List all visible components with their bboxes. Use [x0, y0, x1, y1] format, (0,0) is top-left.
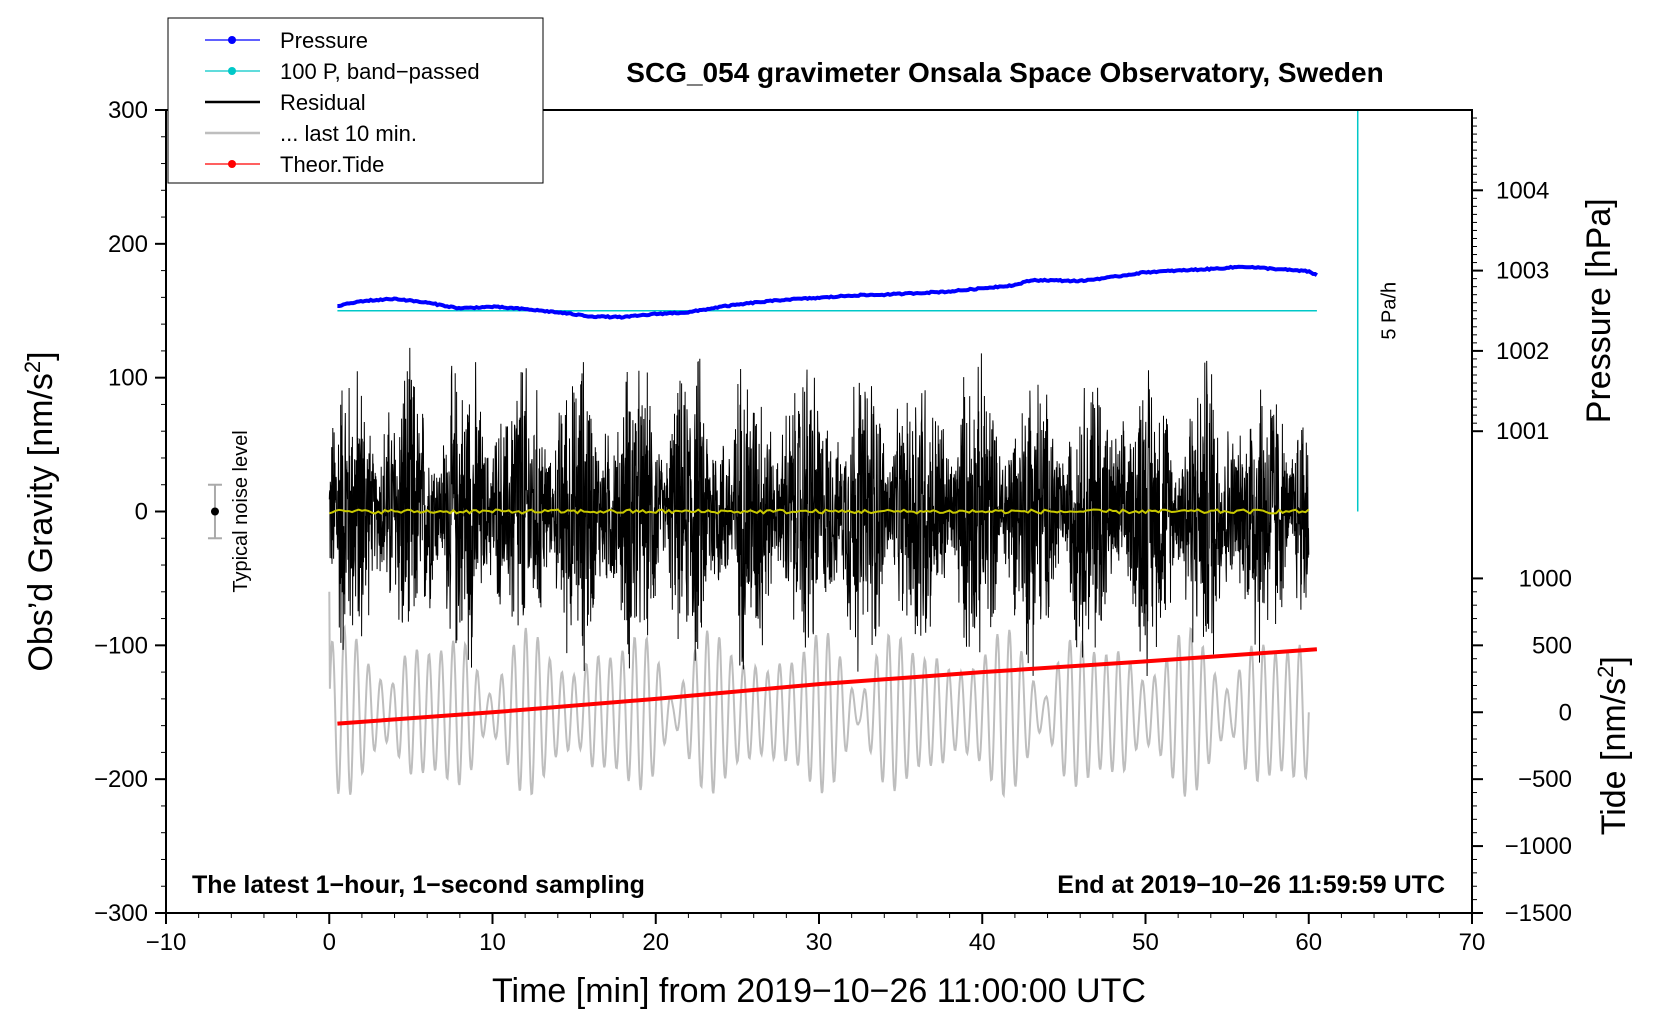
tide-tick-label: 1000 [1519, 565, 1572, 592]
x-tick-label: −10 [146, 929, 187, 956]
y-tick-label: −100 [94, 632, 148, 659]
tide-tick-label: −1500 [1505, 900, 1572, 927]
tide-tick-label: 500 [1532, 632, 1572, 659]
x-tick-label: 70 [1459, 929, 1486, 956]
pressure-tick-label: 1001 [1496, 418, 1549, 445]
y-axis-label: Obs’d Gravity [nm/s2] [20, 351, 61, 671]
y-tick-label: −300 [94, 900, 148, 927]
y-tick-label: 0 [135, 499, 148, 526]
legend-label: 100 P, band−passed [280, 59, 480, 84]
legend-label: Residual [280, 90, 366, 115]
axis-ticks: −10 0 10 20 30 40 50 60 70−300−200−1000100200300… [94, 97, 1572, 956]
plot-area [207, 110, 1359, 799]
x-tick-label: 30 [806, 929, 833, 956]
pressure-tick-label: 1002 [1496, 338, 1549, 365]
chart-title: SCG_054 gravimeter Onsala Space Observat… [626, 57, 1383, 88]
rate-marker-label: 5 Pa/h [1379, 282, 1401, 340]
legend-marker [228, 67, 236, 75]
x-tick-label: 10 [479, 929, 506, 956]
noise-level-dot [210, 507, 219, 516]
legend-marker [228, 36, 236, 44]
tide-tick-label: −500 [1518, 766, 1572, 793]
end-time-note: End at 2019−10−26 11:59:59 UTC [1057, 871, 1445, 899]
legend-box [167, 17, 544, 184]
legend: Pressure 100 P, band−passed Residual ... la… [167, 17, 544, 184]
sampling-note: The latest 1−hour, 1−second sampling [192, 871, 645, 899]
x-tick-label: 40 [969, 929, 996, 956]
legend-label: Theor.Tide [280, 152, 384, 177]
tide-tick-label: 0 [1559, 699, 1572, 726]
y-tick-label: −200 [94, 766, 148, 793]
tide-axis-label: Tide [nm/s2] [1593, 656, 1634, 835]
pressure-tick-label: 1003 [1496, 258, 1549, 285]
legend-label: ... last 10 min. [280, 121, 417, 146]
x-tick-label: 50 [1132, 929, 1159, 956]
tide-tick-label: −1000 [1505, 833, 1572, 860]
residual-series [328, 347, 1310, 677]
legend-marker [228, 160, 236, 168]
x-tick-label: 60 [1295, 929, 1322, 956]
residual-mean-series [329, 508, 1310, 515]
y-tick-label: 200 [108, 231, 148, 258]
legend-label: Pressure [280, 28, 368, 53]
noise-level-label: Typical noise level [230, 430, 252, 592]
x-tick-label: 20 [642, 929, 669, 956]
pressure-axis-label: Pressure [hPa] [1580, 198, 1618, 423]
pressure-tick-label: 1004 [1496, 177, 1549, 204]
y-tick-label: 100 [108, 365, 148, 392]
y-tick-label: 300 [108, 97, 148, 124]
pressure-series [337, 264, 1318, 320]
theor-tide-series [337, 647, 1318, 726]
x-tick-label: 0 [323, 929, 336, 956]
last-10-min-series [328, 591, 1310, 799]
x-axis-label: Time [min] from 2019−10−26 11:00:00 UTC [492, 972, 1146, 1010]
